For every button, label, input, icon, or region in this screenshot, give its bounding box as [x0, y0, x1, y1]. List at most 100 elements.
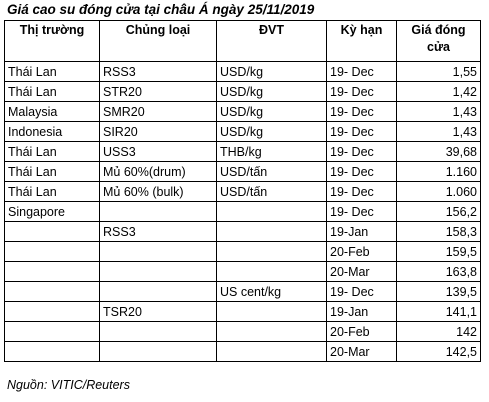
cell-closing-price: 156,2 [396, 201, 481, 222]
cell-term: 19-Jan [326, 221, 397, 242]
table-row: Thái Lan STR20 USD/kg 19- Dec 1,42 [4, 81, 481, 102]
cell-market: Indonesia [4, 121, 100, 142]
header-closing-price: Giá đóng cửa [396, 20, 481, 62]
table-row: Indonesia SIR20 USD/kg 19- Dec 1,43 [4, 121, 481, 142]
cell-type [99, 201, 217, 222]
cell-market [4, 261, 100, 282]
cell-market [4, 321, 100, 342]
table-row: Thái Lan Mủ 60%(drum) USD/tấn 19- Dec 1.160 [4, 161, 481, 182]
rubber-price-table: Thị trường Chủng loại ĐVT Kỳ hạn Giá đón… [4, 20, 481, 362]
header-market: Thị trường [4, 20, 100, 62]
cell-closing-price: 39,68 [396, 141, 481, 162]
cell-term: 19-Jan [326, 301, 397, 322]
cell-term: 20-Feb [326, 321, 397, 342]
table-body: Thái Lan RSS3 USD/kg 19- Dec 1,55 Thái Lan STR… [4, 61, 481, 362]
cell-term: 20-Mar [326, 261, 397, 282]
cell-closing-price: 1,42 [396, 81, 481, 102]
cell-closing-price: 142,5 [396, 341, 481, 362]
cell-type: Mủ 60%(drum) [99, 161, 217, 182]
cell-market [4, 301, 100, 322]
cell-unit: USD/kg [216, 81, 327, 102]
cell-type [99, 281, 217, 302]
cell-term: 19- Dec [326, 201, 397, 222]
cell-unit: USD/tấn [216, 161, 327, 182]
cell-type [99, 341, 217, 362]
table-row: Thái Lan Mủ 60% (bulk) USD/tấn 19- Dec 1.060 [4, 181, 481, 202]
cell-closing-price: 163,8 [396, 261, 481, 282]
cell-type: SIR20 [99, 121, 217, 142]
cell-closing-price: 142 [396, 321, 481, 342]
cell-term: 20-Feb [326, 241, 397, 262]
cell-unit: USD/tấn [216, 181, 327, 202]
cell-type: TSR20 [99, 301, 217, 322]
cell-term: 19- Dec [326, 101, 397, 122]
table-row: 20-Feb 159,5 [4, 241, 481, 262]
cell-type: RSS3 [99, 221, 217, 242]
table-row: Malaysia SMR20 USD/kg 19- Dec 1,43 [4, 101, 481, 122]
cell-unit [216, 221, 327, 242]
cell-unit [216, 201, 327, 222]
cell-market: Thái Lan [4, 161, 100, 182]
table-row: 20-Mar 142,5 [4, 341, 481, 362]
cell-term: 19- Dec [326, 61, 397, 82]
cell-market: Singapore [4, 201, 100, 222]
cell-unit [216, 341, 327, 362]
cell-unit: USD/kg [216, 121, 327, 142]
table-row: 20-Feb 142 [4, 321, 481, 342]
cell-unit: USD/kg [216, 101, 327, 122]
cell-unit: THB/kg [216, 141, 327, 162]
header-unit: ĐVT [216, 20, 327, 62]
table-row: Singapore 19- Dec 156,2 [4, 201, 481, 222]
cell-term: 20-Mar [326, 341, 397, 362]
table-header-row: Thị trường Chủng loại ĐVT Kỳ hạn Giá đón… [4, 20, 481, 62]
cell-term: 19- Dec [326, 161, 397, 182]
cell-term: 19- Dec [326, 281, 397, 302]
cell-market [4, 241, 100, 262]
cell-unit [216, 241, 327, 262]
cell-closing-price: 159,5 [396, 241, 481, 262]
cell-type: USS3 [99, 141, 217, 162]
header-type: Chủng loại [99, 20, 217, 62]
table-row: Thái Lan USS3 THB/kg 19- Dec 39,68 [4, 141, 481, 162]
cell-term: 19- Dec [326, 81, 397, 102]
cell-market: Thái Lan [4, 81, 100, 102]
cell-market: Malaysia [4, 101, 100, 122]
cell-term: 19- Dec [326, 181, 397, 202]
cell-type: RSS3 [99, 61, 217, 82]
cell-closing-price: 158,3 [396, 221, 481, 242]
table-row: TSR20 19-Jan 141,1 [4, 301, 481, 322]
cell-closing-price: 1.160 [396, 161, 481, 182]
cell-type [99, 261, 217, 282]
cell-term: 19- Dec [326, 141, 397, 162]
cell-closing-price: 1,43 [396, 121, 481, 142]
cell-closing-price: 1.060 [396, 181, 481, 202]
cell-type [99, 241, 217, 262]
cell-market: Thái Lan [4, 61, 100, 82]
cell-closing-price: 1,55 [396, 61, 481, 82]
cell-closing-price: 141,1 [396, 301, 481, 322]
cell-type: SMR20 [99, 101, 217, 122]
cell-closing-price: 1,43 [396, 101, 481, 122]
cell-market [4, 341, 100, 362]
cell-unit [216, 301, 327, 322]
table-row: Thái Lan RSS3 USD/kg 19- Dec 1,55 [4, 61, 481, 82]
page-title: Giá cao su đóng cửa tại châu Á ngày 25/1… [7, 2, 315, 17]
cell-type: STR20 [99, 81, 217, 102]
header-term: Kỳ hạn [326, 20, 397, 62]
cell-market: Thái Lan [4, 141, 100, 162]
cell-unit: USD/kg [216, 61, 327, 82]
cell-market [4, 281, 100, 302]
cell-type [99, 321, 217, 342]
table-row: 20-Mar 163,8 [4, 261, 481, 282]
cell-unit [216, 261, 327, 282]
cell-closing-price: 139,5 [396, 281, 481, 302]
cell-term: 19- Dec [326, 121, 397, 142]
table-row: RSS3 19-Jan 158,3 [4, 221, 481, 242]
cell-market [4, 221, 100, 242]
cell-unit [216, 321, 327, 342]
cell-type: Mủ 60% (bulk) [99, 181, 217, 202]
cell-unit: US cent/kg [216, 281, 327, 302]
cell-market: Thái Lan [4, 181, 100, 202]
source-note: Nguồn: VITIC/Reuters [7, 378, 130, 392]
table-row: US cent/kg 19- Dec 139,5 [4, 281, 481, 302]
